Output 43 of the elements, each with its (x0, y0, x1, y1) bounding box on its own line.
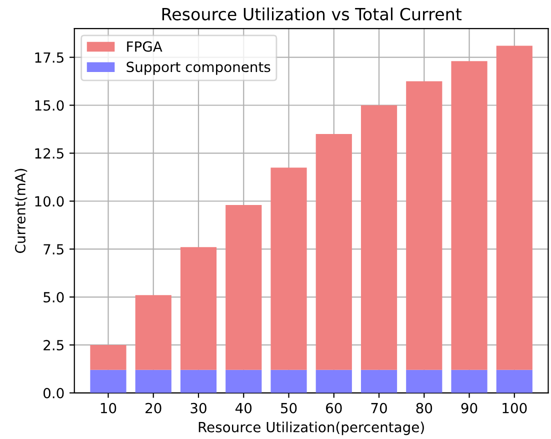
y-tick-label: 5.0 (44, 292, 64, 302)
x-tick-label: 70 (371, 402, 387, 414)
bar (496, 46, 532, 370)
x-tick-label: 90 (461, 402, 478, 414)
y-tick-label: 2.5 (44, 340, 64, 350)
x-tick-label: 10 (100, 402, 116, 414)
chart-title: Resource Utilization vs Total Current (162, 8, 462, 20)
bar (90, 370, 126, 393)
y-tick-label: 7.5 (44, 244, 64, 255)
bar (135, 370, 172, 393)
bar (135, 295, 172, 370)
bar (360, 105, 398, 370)
bar (316, 370, 352, 393)
bar (226, 370, 262, 393)
y-tick-label: 0.0 (43, 388, 64, 398)
bar (451, 370, 488, 393)
bar (360, 370, 398, 393)
y-tick-label: 17.5 (35, 52, 64, 63)
y-axis-title: Current(mA) (14, 168, 28, 253)
x-tick-label: 100 (502, 402, 527, 414)
bar (180, 370, 217, 393)
x-tick-label: 50 (280, 402, 297, 414)
y-tick-label: 15.0 (35, 100, 64, 111)
x-axis-title: Resource Utilization(percentage) (198, 422, 424, 436)
bar (180, 247, 217, 370)
bar (90, 344, 126, 370)
bar (406, 370, 442, 393)
y-tick-label: 10.0 (35, 196, 64, 207)
bar (406, 81, 442, 370)
bar (316, 134, 352, 370)
legend-label: FPGA (127, 41, 162, 52)
bar (451, 61, 488, 370)
x-tick-label: 40 (235, 402, 252, 414)
x-tick-label: 30 (190, 402, 206, 414)
y-tick-label: 12.5 (35, 148, 64, 159)
bar (226, 204, 262, 370)
x-tick-label: 60 (326, 402, 342, 414)
bar (270, 168, 307, 370)
bar (496, 370, 532, 393)
x-tick-label: 80 (416, 402, 432, 414)
x-tick-label: 20 (146, 402, 162, 414)
legend-label: Support components (126, 62, 270, 75)
bar (270, 370, 307, 393)
